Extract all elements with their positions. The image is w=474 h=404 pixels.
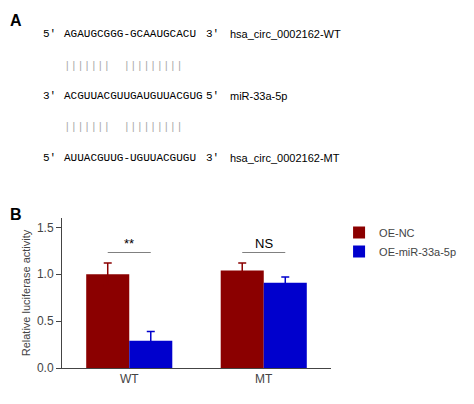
svg-text:1.5: 1.5	[37, 221, 54, 235]
svg-text:miR-33a-5p: miR-33a-5p	[230, 90, 287, 102]
svg-text:5': 5'	[206, 90, 219, 102]
svg-text:0.0: 0.0	[37, 361, 54, 375]
svg-text:**: **	[124, 236, 134, 251]
svg-text:hsa_circ_0002162-WT: hsa_circ_0002162-WT	[230, 28, 341, 40]
svg-text:3': 3'	[43, 90, 56, 102]
svg-text:Relative luciferase activity: Relative luciferase activity	[20, 229, 32, 356]
svg-text:3': 3'	[206, 28, 219, 40]
svg-text:5': 5'	[43, 152, 56, 164]
svg-text:||||||| |||||||||: ||||||| |||||||||	[64, 121, 183, 133]
svg-text:||||||| |||||||||: ||||||| |||||||||	[64, 60, 183, 72]
svg-text:ACGUUACGUUGAUGUUACGUG: ACGUUACGUUGAUGUUACGUG	[64, 90, 203, 102]
svg-text:B: B	[10, 206, 22, 223]
svg-text:NS: NS	[255, 236, 273, 251]
svg-text:WT: WT	[120, 372, 139, 386]
svg-text:3': 3'	[206, 152, 219, 164]
svg-text:0.5: 0.5	[37, 314, 54, 328]
svg-text:OE-NC: OE-NC	[379, 227, 415, 239]
svg-text:5': 5'	[43, 28, 56, 40]
svg-text:A: A	[10, 12, 22, 29]
svg-text:1.0: 1.0	[37, 267, 54, 281]
svg-text:OE-miR-33a-5p: OE-miR-33a-5p	[379, 246, 456, 258]
svg-text:AGAUGCGGG-GCAAUGCACU: AGAUGCGGG-GCAAUGCACU	[64, 28, 196, 40]
svg-text:hsa_circ_0002162-MT: hsa_circ_0002162-MT	[230, 152, 340, 164]
svg-text:MT: MT	[255, 372, 273, 386]
svg-text:AUUACGUUG-UGUUACGUGU: AUUACGUUG-UGUUACGUGU	[64, 152, 196, 164]
